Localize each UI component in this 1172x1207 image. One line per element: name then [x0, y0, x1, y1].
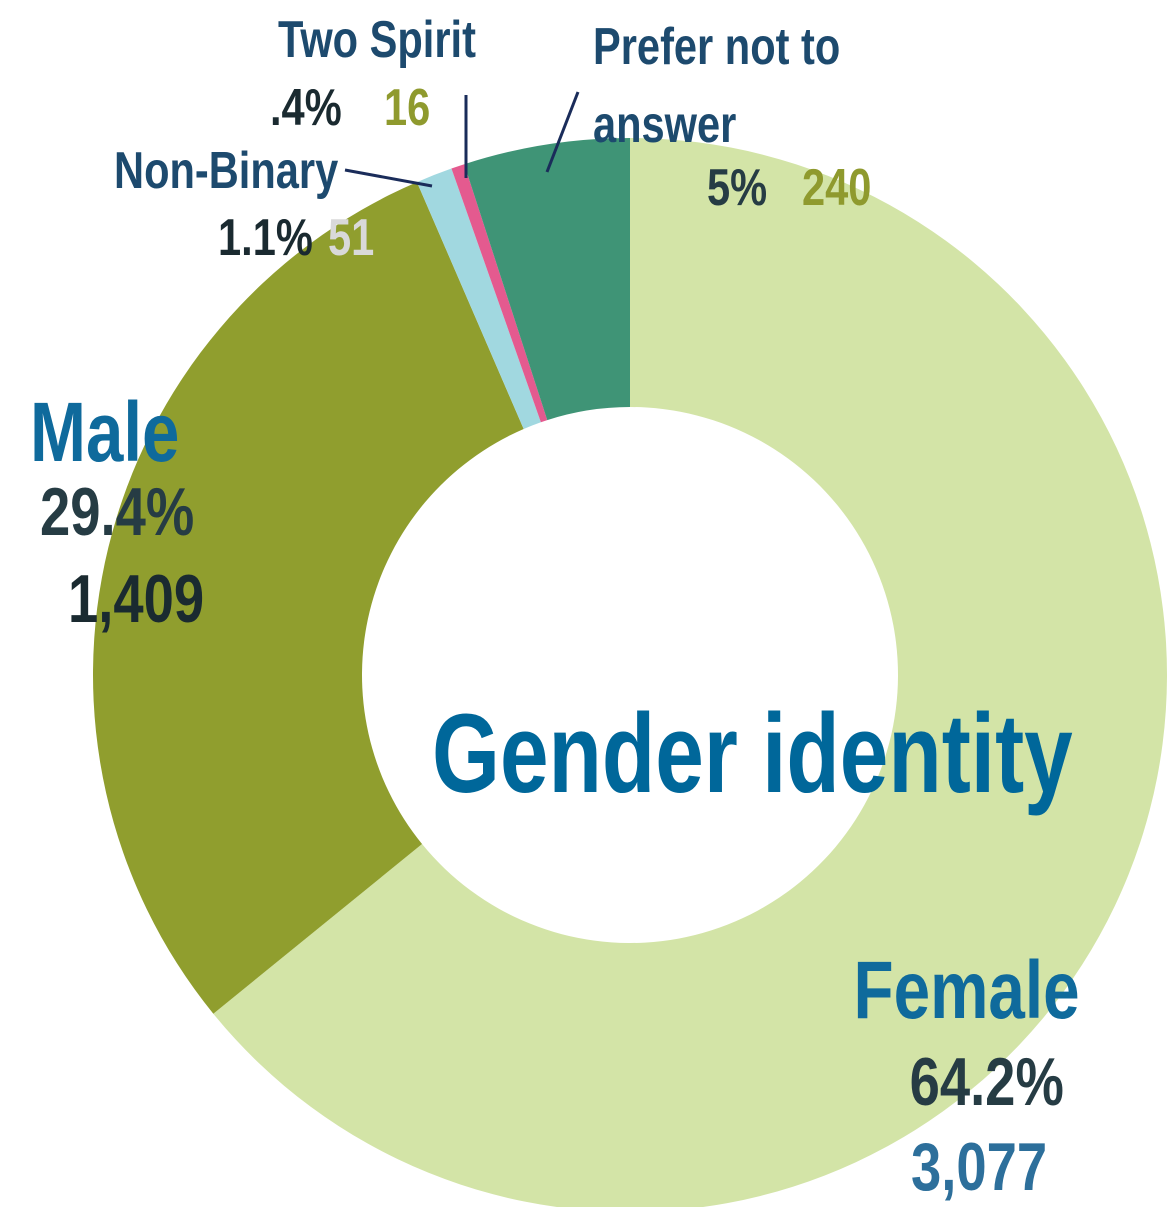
- percent-label: 5%: [707, 159, 768, 217]
- slice: [213, 138, 1168, 1207]
- slice: [416, 168, 541, 429]
- percent-label: 64.2%: [909, 1044, 1064, 1120]
- slice-label: Female: [853, 945, 1080, 1036]
- slices: [92, 138, 1168, 1207]
- slice: [464, 138, 630, 421]
- percent-label: .4%: [270, 79, 342, 137]
- chart-title: Gender identity: [432, 691, 1073, 816]
- count-label: 16: [384, 79, 431, 137]
- percent-label: 1.1%: [218, 209, 313, 267]
- leader-line: [545, 91, 580, 173]
- count-label: 51: [328, 209, 375, 267]
- slice-label: Non-Binary: [113, 142, 338, 200]
- leader-line: [344, 168, 433, 188]
- count-label: 3,077: [910, 1129, 1047, 1205]
- slice-label: Two Spirit: [278, 11, 476, 69]
- percent-label: 29.4%: [40, 474, 195, 550]
- slice-label: Male: [30, 385, 180, 479]
- count-label: 240: [802, 159, 872, 217]
- slice-label: Prefer not to answer: [593, 18, 841, 154]
- slice: [92, 182, 524, 1014]
- slice: [451, 164, 548, 423]
- count-label: 1,409: [68, 561, 205, 637]
